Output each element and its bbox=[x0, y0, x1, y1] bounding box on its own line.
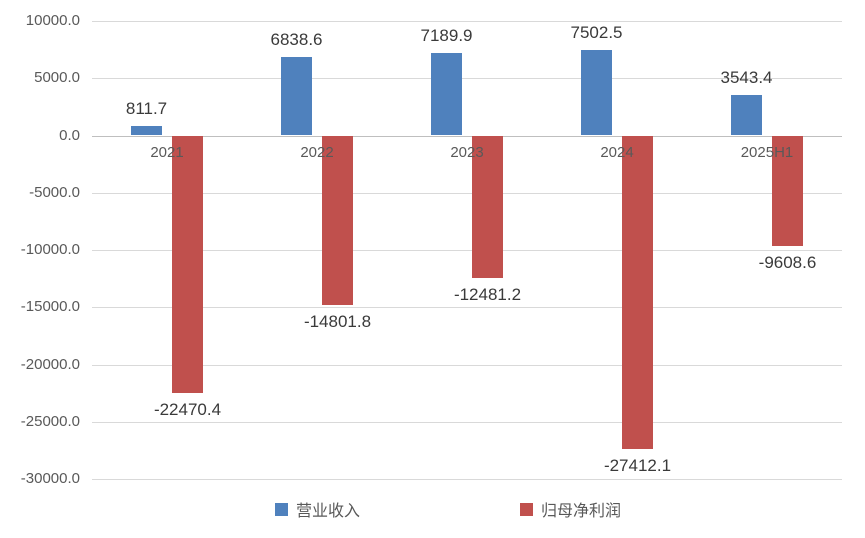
gridline bbox=[92, 307, 842, 309]
gridline bbox=[92, 421, 842, 423]
y-tick-label: 10000.0 bbox=[25, 12, 80, 29]
data-label-net-profit: -12481.2 bbox=[453, 285, 522, 305]
bar-net-profit bbox=[622, 135, 653, 450]
y-tick-label: 5000.0 bbox=[34, 69, 80, 87]
category-label: 2025H1 bbox=[740, 143, 794, 161]
zero-gridline bbox=[92, 135, 842, 137]
data-label-operating-revenue: 7502.5 bbox=[570, 22, 623, 42]
y-tick-label: -5000.0 bbox=[29, 183, 80, 201]
legend-label-operating-revenue: 营业收入 bbox=[296, 503, 361, 520]
data-label-net-profit: -22470.4 bbox=[153, 399, 222, 419]
gridline bbox=[92, 78, 842, 80]
data-label-net-profit: -27412.1 bbox=[603, 456, 672, 476]
legend-swatch-operating-revenue bbox=[275, 502, 288, 516]
data-label-operating-revenue: 811.7 bbox=[125, 99, 168, 119]
category-label: 2021 bbox=[150, 143, 184, 161]
legend-swatch-net-profit bbox=[520, 502, 533, 516]
gridline bbox=[92, 192, 842, 194]
bar-net-profit bbox=[172, 135, 203, 393]
data-label-operating-revenue: 7189.9 bbox=[420, 26, 473, 46]
y-tick-label: -15000.0 bbox=[20, 298, 80, 316]
gridline bbox=[92, 479, 842, 480]
data-label-net-profit: -9608.6 bbox=[758, 252, 817, 272]
category-label: 2022 bbox=[300, 143, 334, 161]
legend-item-operating-revenue: 营业收入 bbox=[275, 500, 361, 520]
bar-net-profit bbox=[322, 135, 353, 305]
y-tick-label: 0.0 bbox=[59, 126, 80, 144]
data-label-operating-revenue: 6838.6 bbox=[270, 30, 323, 50]
bar-operating-revenue bbox=[731, 94, 762, 136]
data-label-net-profit: -14801.8 bbox=[303, 311, 372, 331]
bar-operating-revenue bbox=[431, 53, 462, 136]
bar-operating-revenue bbox=[131, 126, 162, 136]
y-tick-label: -25000.0 bbox=[20, 412, 80, 430]
category-label: 2023 bbox=[450, 143, 484, 161]
gridline bbox=[92, 250, 842, 251]
bar-operating-revenue bbox=[581, 49, 612, 136]
legend: 营业收入 归母净利润 bbox=[0, 498, 865, 522]
y-tick-label: -30000.0 bbox=[20, 470, 80, 487]
bar-net-profit bbox=[772, 135, 803, 246]
category-label: 2024 bbox=[600, 143, 634, 161]
bar-net-profit bbox=[472, 135, 503, 279]
y-tick-label: -10000.0 bbox=[20, 241, 80, 258]
data-label-operating-revenue: 3543.4 bbox=[720, 67, 773, 87]
y-tick-label: -20000.0 bbox=[20, 355, 80, 373]
bar-operating-revenue bbox=[281, 57, 312, 136]
gridline bbox=[92, 364, 842, 366]
legend-label-net-profit: 归母净利润 bbox=[541, 503, 622, 520]
legend-item-net-profit: 归母净利润 bbox=[520, 500, 622, 520]
gridline bbox=[92, 21, 842, 22]
